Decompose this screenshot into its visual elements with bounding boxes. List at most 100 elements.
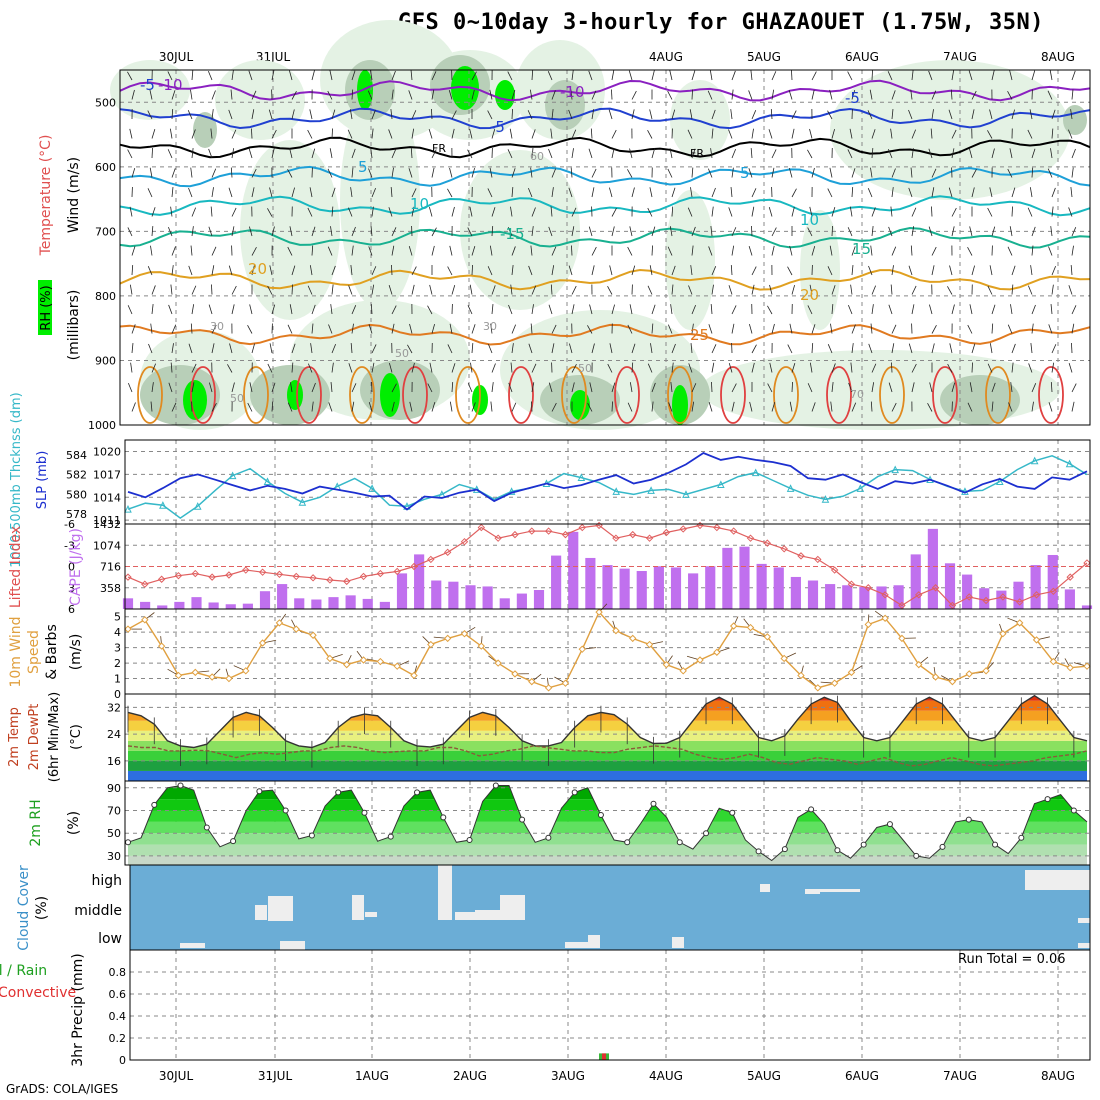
lifted-point xyxy=(797,552,805,560)
lifted-point xyxy=(1066,573,1074,581)
wind-barb xyxy=(809,128,813,139)
wind-barb xyxy=(227,364,233,373)
wind-barb xyxy=(291,362,294,373)
wind-barb xyxy=(527,110,533,120)
lifted-point xyxy=(477,523,486,532)
wind-barb xyxy=(691,226,696,237)
wind-barb xyxy=(629,304,633,315)
wind-barb xyxy=(511,343,514,354)
wind-barb xyxy=(811,245,816,256)
ylabel-rh2m-unit: (%) xyxy=(66,811,82,835)
wind-barb xyxy=(691,167,694,178)
wind-barb xyxy=(649,187,653,198)
wind-barb xyxy=(447,266,453,276)
wind-barb xyxy=(470,362,473,373)
wind-barb xyxy=(571,245,573,256)
wind-barb xyxy=(329,70,333,81)
lifted-point xyxy=(982,596,990,605)
rh-ytick-label: 50 xyxy=(107,827,121,840)
isotherm-label: 50 xyxy=(395,347,409,360)
cloud-white-block xyxy=(475,910,515,920)
wind-barb xyxy=(427,305,433,315)
wind-barb xyxy=(408,90,413,100)
rh-point xyxy=(1044,796,1051,803)
wind-barb xyxy=(728,362,733,373)
wind-barb xyxy=(491,226,494,237)
rh-point xyxy=(992,841,999,848)
wind-barb xyxy=(671,206,674,217)
wind-barb xyxy=(190,167,193,178)
wind-barb xyxy=(611,304,615,315)
wind-barb xyxy=(131,402,136,412)
isotherm-label: 25 xyxy=(690,326,709,344)
rh-shade-green xyxy=(495,80,515,110)
cape-bar xyxy=(670,567,682,609)
wind-barb xyxy=(548,382,553,393)
wind-barb xyxy=(129,128,133,139)
thickness-point xyxy=(891,465,900,474)
cape-ytick-label: 1432 xyxy=(93,518,121,531)
wind-barb xyxy=(331,265,336,276)
wind-barb xyxy=(429,284,433,295)
wind-barb xyxy=(711,109,716,120)
lifted-point xyxy=(124,573,132,581)
wind-barb xyxy=(571,364,577,373)
rh-point xyxy=(466,837,473,844)
cape-bar xyxy=(568,531,579,609)
wind-barb xyxy=(269,265,273,276)
cape-bar xyxy=(499,598,510,609)
lifted-point xyxy=(410,562,418,571)
wind-barb xyxy=(571,148,574,159)
wind-barb xyxy=(510,206,513,217)
wind-barb xyxy=(651,304,656,315)
isotherm-line xyxy=(119,268,1091,291)
wind-point xyxy=(393,662,401,670)
wind-barb xyxy=(870,323,873,334)
wind-barb xyxy=(931,265,935,276)
cape-bar xyxy=(516,593,527,609)
cape-bar xyxy=(379,601,390,609)
ylabel-wind10-b: Speed xyxy=(26,630,42,674)
wind-barb xyxy=(370,70,373,81)
wind-barb xyxy=(469,284,473,295)
wind-barb xyxy=(989,265,993,276)
rh-point xyxy=(387,833,394,840)
thickness-point xyxy=(682,490,690,498)
wind-barb xyxy=(989,109,993,120)
wind-barb xyxy=(167,149,173,159)
wind-barb xyxy=(427,383,433,393)
wind-point xyxy=(359,656,368,664)
wind-barb xyxy=(131,167,136,178)
wind-barb xyxy=(651,323,654,334)
wind-barb xyxy=(631,343,636,354)
wind-barb xyxy=(371,344,377,354)
ylabel-wind10-d: (m/s) xyxy=(68,634,84,671)
cape-bar xyxy=(362,598,373,609)
wind-barb xyxy=(811,324,816,334)
rh-shade-light xyxy=(340,90,420,310)
wind-barb xyxy=(1049,70,1053,81)
wind-barb xyxy=(991,70,995,81)
cloud-white-block xyxy=(565,942,595,948)
lifted-point xyxy=(830,566,839,574)
precip-legend-convective: Convective xyxy=(0,985,76,1001)
wind-barb xyxy=(1007,168,1013,178)
wind-barb xyxy=(591,343,595,354)
wind-barb xyxy=(967,247,973,256)
low-level-isotherm xyxy=(667,366,693,424)
wind-barb xyxy=(1027,207,1033,217)
wind-barb xyxy=(467,305,473,315)
wind-point xyxy=(326,654,334,663)
temp-band xyxy=(128,730,1087,741)
temp-band xyxy=(128,770,1087,781)
wind-barb xyxy=(971,90,977,100)
wind-barb xyxy=(371,266,377,276)
wind-barb xyxy=(311,382,316,393)
wind-barb xyxy=(831,128,835,139)
low-level-isotherm xyxy=(826,366,852,424)
temp-panel: 32 24 16 xyxy=(107,693,1091,782)
wind-barb xyxy=(951,382,956,393)
isotherm-line xyxy=(119,195,1091,217)
cloud-white-block xyxy=(805,889,820,894)
wind-barb xyxy=(611,148,615,159)
